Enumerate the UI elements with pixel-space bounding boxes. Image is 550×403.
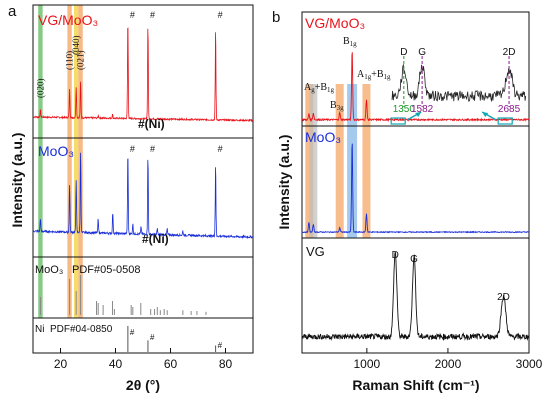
raman-band-4 (362, 84, 371, 238)
raman-series-label-moo3: MoO₃ (305, 129, 341, 145)
xrd-tick-label: 40 (109, 357, 123, 371)
raman-inset-peak-label-D: D (400, 47, 407, 58)
xrd-plane-label-0: (020) (35, 79, 45, 99)
xrd-ref-ni-card: PDF#04-0850 (50, 324, 113, 335)
xrd-ref-hash-marker: # (130, 328, 135, 337)
xrd-hash-marker: # (130, 144, 135, 154)
raman-trace-1 (301, 143, 529, 234)
panel-b-label: b (272, 9, 280, 26)
xrd-series-label-vgmoo3: VG/MoO₃ (38, 12, 98, 28)
raman-mode-label-3: A1g+B1g (357, 69, 391, 81)
raman-y-axis-label: Intensity (a.u.) (276, 135, 292, 230)
raman-inset-peak-value-G: 1582 (411, 104, 434, 115)
xrd-ref-moo3-card: PDF#05-0508 (72, 264, 141, 276)
raman-trace-0 (301, 52, 530, 123)
xrd-frame (32, 4, 254, 354)
xrd-traces (32, 27, 254, 240)
raman-x-ticks: 1000 2000 3000 (354, 348, 543, 371)
xrd-hash-marker: # (150, 144, 155, 154)
xrd-band-0 (38, 5, 43, 318)
panel-a-label: a (8, 3, 17, 20)
xrd-trace-0 (32, 27, 254, 123)
xrd-plane-label-3: (021) (76, 51, 86, 71)
raman-vg-label-D: D (392, 250, 399, 261)
xrd-ni-annotation-top: #(Ni) (138, 117, 165, 131)
xrd-ref-ni-name: Ni (35, 324, 44, 335)
xrd-ref-hash-marker: # (218, 341, 223, 350)
raman-zoom-box-0 (390, 117, 406, 125)
raman-inset: D 1350 G 1582 2D 2685 (390, 47, 527, 125)
xrd-tick-label: 80 (219, 357, 233, 371)
xrd-x-ticks: 20 40 60 80 (54, 348, 233, 371)
xrd-x-axis-label: 2θ (°) (126, 377, 160, 393)
xrd-ref-moo3-name: MoO₃ (35, 264, 63, 276)
raman-inset-peak-label-G: G (418, 47, 426, 58)
raman-tick-label: 2000 (435, 357, 462, 371)
xrd-band-1 (67, 5, 72, 318)
xrd-plane-label-1: (110) (65, 51, 75, 70)
raman-inset-peak-label-2D: 2D (503, 47, 516, 58)
raman-vg-peak-labels: D G 2D (392, 250, 510, 303)
raman-inset-trace (391, 64, 527, 103)
raman-band-2 (335, 84, 344, 238)
xrd-hash-marker: # (218, 144, 223, 154)
raman-mode-label-1: B3g (330, 100, 344, 112)
xrd-ni-annotation-mid: #(Ni) (142, 232, 169, 246)
raman-tick-label: 3000 (516, 357, 543, 371)
raman-frame (301, 11, 530, 354)
raman-vg-label-2D: 2D (497, 292, 510, 303)
raman-tick-label: 1000 (354, 357, 381, 371)
raman-zoom-arrow-head-0 (415, 112, 422, 117)
xrd-hash-marker: # (218, 10, 223, 20)
raman-inset-peak-value-D: 1350 (393, 104, 416, 115)
xrd-tick-label: 60 (164, 357, 178, 371)
panel-a-xrd: a # # # # # # # # # (020) (110)(040)(021) 20 40 60 8… (8, 3, 254, 393)
xrd-hash-marker: # (150, 10, 155, 20)
raman-zoom-arrow-head-1 (482, 112, 489, 117)
xrd-tick-label: 20 (54, 357, 68, 371)
xrd-band-2 (73, 5, 79, 318)
xrd-plane-label-2: (040) (71, 36, 81, 56)
xrd-y-axis-label: Intensity (a.u.) (9, 133, 25, 228)
raman-mode-labels: Ag+B1g B3g B1g A1g+B1g (304, 36, 391, 112)
raman-band-1 (309, 84, 318, 238)
raman-series-label-vg: VG (306, 244, 325, 259)
raman-mode-label-0: Ag+B1g (304, 82, 335, 94)
xrd-trace-1 (32, 152, 254, 240)
raman-trace-2 (301, 251, 530, 341)
xrd-ni-markers: # # # # # # # # # (130, 10, 223, 350)
xrd-ref-hash-marker: # (150, 333, 155, 342)
raman-inset-peak-value-2D: 2685 (498, 104, 521, 115)
raman-mode-label-2: B1g (343, 36, 357, 48)
raman-traces (301, 52, 530, 341)
raman-vg-label-G: G (410, 254, 418, 265)
raman-zoom-box-1 (497, 117, 513, 125)
xrd-reference-sticks (39, 275, 217, 352)
raman-x-axis-label: Raman Shift (cm⁻¹) (352, 377, 479, 393)
raman-series-label-vgmoo3: VG/MoO₃ (305, 15, 365, 31)
raman-band-0 (305, 84, 314, 238)
xrd-hash-marker: # (130, 10, 135, 20)
xrd-series-label-moo3: MoO₃ (38, 143, 74, 159)
xrd-plane-labels: (020) (110)(040)(021) (35, 36, 85, 99)
